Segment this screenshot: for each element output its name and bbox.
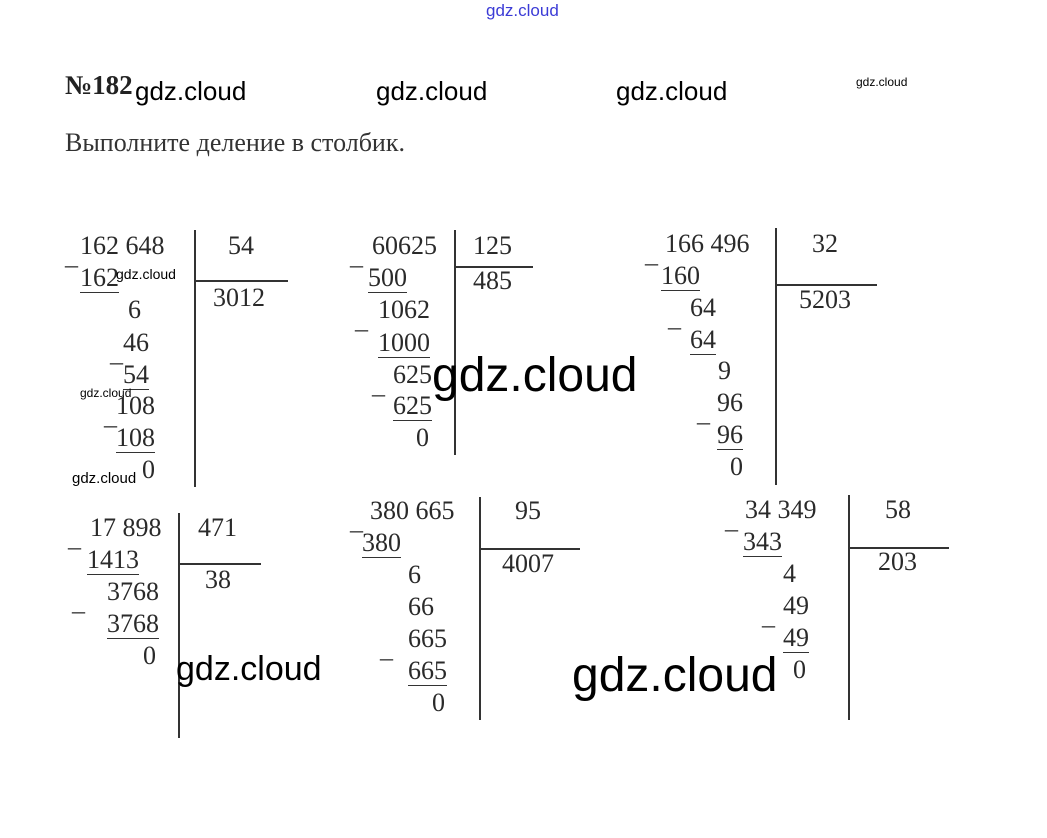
minus-sign: _ — [725, 505, 738, 534]
minus-sign: _ — [762, 601, 775, 630]
minus-sign: _ — [65, 241, 78, 270]
step-value: 64 — [690, 325, 716, 355]
step-value: 0 — [143, 641, 156, 670]
minus-sign: _ — [380, 634, 393, 663]
quotient: 5203 — [799, 285, 851, 314]
quotient: 485 — [473, 266, 512, 295]
divisor: 54 — [228, 231, 254, 260]
step-value: 0 — [416, 423, 429, 452]
division-horizontal-line — [848, 547, 949, 549]
minus-sign: _ — [350, 506, 363, 535]
exercise-number: №182 — [65, 70, 133, 100]
divisor: 32 — [812, 229, 838, 258]
dividend: 380 665 — [370, 496, 455, 525]
step-value: 3768 — [107, 577, 159, 606]
minus-sign: _ — [372, 370, 385, 399]
dividend: 162 648 — [80, 231, 165, 260]
step-value: 66 — [408, 592, 434, 621]
division-horizontal-line — [479, 548, 580, 550]
step-value: 0 — [730, 452, 743, 481]
watermark: gdz.cloud — [72, 470, 137, 487]
step-value: 1062 — [378, 295, 430, 324]
step-value: 96 — [717, 388, 743, 417]
watermark: gdz.cloud — [80, 386, 132, 400]
step-value: 625 — [393, 391, 432, 421]
step-value: 665 — [408, 656, 447, 686]
step-value: 1413 — [87, 545, 139, 575]
step-value: 9 — [718, 356, 731, 385]
minus-sign: _ — [355, 305, 368, 334]
divisor: 471 — [198, 513, 237, 542]
step-value: 108 — [116, 391, 155, 420]
minus-sign: _ — [104, 401, 117, 430]
step-value: 49 — [783, 591, 809, 620]
watermark: gdz.cloud — [486, 1, 559, 20]
step-value: 3768 — [107, 609, 159, 639]
division-vertical-line — [848, 495, 850, 720]
division-vertical-line — [454, 230, 456, 455]
division-vertical-line — [775, 228, 777, 485]
division-horizontal-line — [178, 563, 261, 565]
watermark: gdz.cloud — [116, 266, 176, 282]
step-value: 343 — [743, 527, 782, 557]
watermark: gdz.cloud — [856, 75, 908, 89]
step-value: 64 — [690, 293, 716, 322]
division-vertical-line — [178, 513, 180, 738]
step-value: 160 — [661, 261, 700, 291]
step-value: 0 — [142, 455, 155, 484]
minus-sign: _ — [68, 523, 81, 552]
step-value: 500 — [368, 263, 407, 293]
step-value: 162 — [80, 263, 119, 293]
step-value: 6 — [408, 560, 421, 589]
quotient: 3012 — [213, 283, 265, 312]
watermark: gdz.cloud — [376, 76, 488, 106]
dividend: 60625 — [372, 231, 437, 260]
division-vertical-line — [479, 497, 481, 720]
step-value: 625 — [393, 360, 432, 389]
step-value: 0 — [793, 655, 806, 684]
divisor: 58 — [885, 495, 911, 524]
division-horizontal-line — [454, 266, 533, 268]
quotient: 4007 — [502, 549, 554, 578]
step-value: 54 — [123, 360, 149, 390]
dividend: 166 496 — [665, 229, 750, 258]
step-value: 1000 — [378, 328, 430, 358]
quotient: 203 — [878, 547, 917, 576]
step-value: 4 — [783, 559, 796, 588]
step-value: 380 — [362, 528, 401, 558]
task-text: Выполните деление в столбик. — [65, 128, 405, 157]
minus-sign: _ — [645, 239, 658, 268]
watermark: gdz.cloud — [616, 76, 728, 106]
watermark: gdz.cloud — [176, 650, 322, 688]
divisor: 95 — [515, 496, 541, 525]
minus-sign: _ — [72, 587, 85, 616]
minus-sign: _ — [697, 398, 710, 427]
quotient: 38 — [205, 565, 231, 594]
watermark: gdz.cloud — [135, 76, 247, 106]
step-value: 665 — [408, 624, 447, 653]
dividend: 34 349 — [745, 495, 817, 524]
minus-sign: _ — [350, 241, 363, 270]
dividend: 17 898 — [90, 513, 162, 542]
step-value: 6 — [128, 295, 141, 324]
minus-sign: _ — [668, 303, 681, 332]
division-vertical-line — [194, 230, 196, 487]
division-horizontal-line — [775, 284, 877, 286]
step-value: 108 — [116, 423, 155, 453]
watermark: gdz.cloud — [572, 649, 778, 702]
watermark: gdz.cloud — [432, 349, 638, 402]
divisor: 125 — [473, 231, 512, 260]
step-value: 96 — [717, 420, 743, 450]
division-horizontal-line — [194, 280, 288, 282]
step-value: 49 — [783, 623, 809, 653]
minus-sign: _ — [110, 338, 123, 367]
step-value: 46 — [123, 328, 149, 357]
step-value: 0 — [432, 688, 445, 717]
